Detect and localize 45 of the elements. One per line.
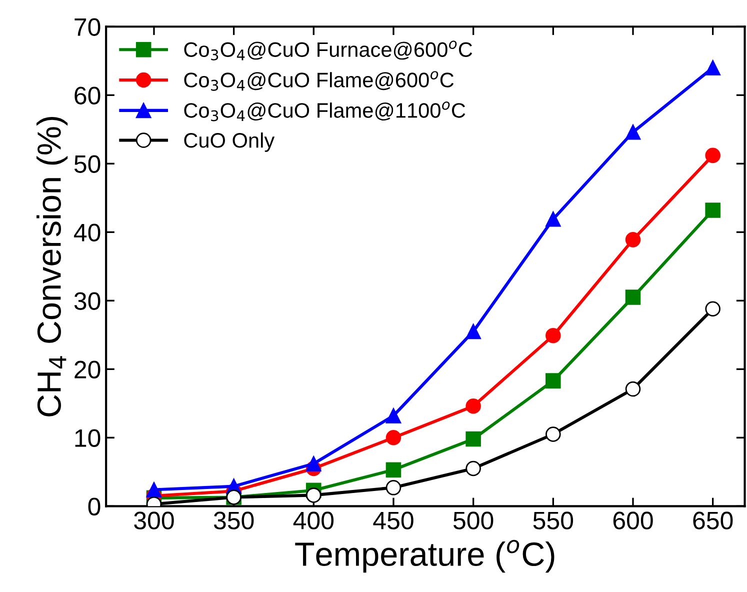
point [386, 408, 402, 424]
point [386, 462, 402, 478]
x-tick-label: 400 [293, 512, 334, 530]
y-tick-label: 30 [74, 292, 100, 310]
point [705, 60, 720, 76]
legend-label: Co$_{3}$O$_{4}$@CuO Flame@1100$^{o}$C [184, 101, 466, 122]
point [146, 482, 162, 498]
y-tick-label: 0 [88, 498, 100, 516]
point [625, 290, 641, 305]
point [546, 328, 561, 344]
y-tick-label: 20 [74, 360, 100, 378]
x-tick-label: 600 [613, 512, 653, 530]
legend-label: Co$_{3}$O$_{4}$@CuO Furnace@600$^{o}$C [184, 40, 472, 60]
point [306, 456, 322, 472]
legend-label: CuO Only [184, 132, 275, 152]
y-tick-label: 40 [74, 224, 100, 242]
y-tick-label: 10 [75, 429, 100, 447]
x-tick-label: 550 [533, 512, 574, 530]
point [466, 324, 481, 340]
x-tick-label: 500 [453, 512, 494, 530]
x-tick-label: 300 [134, 512, 174, 530]
point [546, 426, 561, 442]
x-axis-title: Temperature ($^{o}$C) [295, 540, 554, 573]
point [386, 430, 402, 446]
point [466, 431, 481, 447]
point [625, 381, 641, 397]
point [625, 124, 641, 140]
point [546, 211, 561, 227]
point [546, 373, 561, 388]
point [386, 480, 402, 496]
legend-label: Co$_{3}$O$_{4}$@CuO Flame@600$^{o}$C [184, 71, 454, 91]
y-tick-label: 60 [74, 86, 100, 104]
y-tick-label: 50 [74, 155, 100, 173]
y-axis-title: CH$_{4}$ Conversion (%) [36, 116, 68, 416]
y-tick-label: 70 [74, 18, 100, 36]
point [705, 202, 720, 218]
point [625, 232, 641, 248]
point [466, 460, 481, 476]
x-tick-label: 650 [693, 512, 733, 530]
point [705, 301, 720, 317]
point [466, 398, 481, 414]
x-tick-label: 350 [214, 512, 254, 530]
point [705, 148, 720, 164]
x-tick-label: 450 [373, 512, 414, 530]
point [306, 488, 322, 503]
